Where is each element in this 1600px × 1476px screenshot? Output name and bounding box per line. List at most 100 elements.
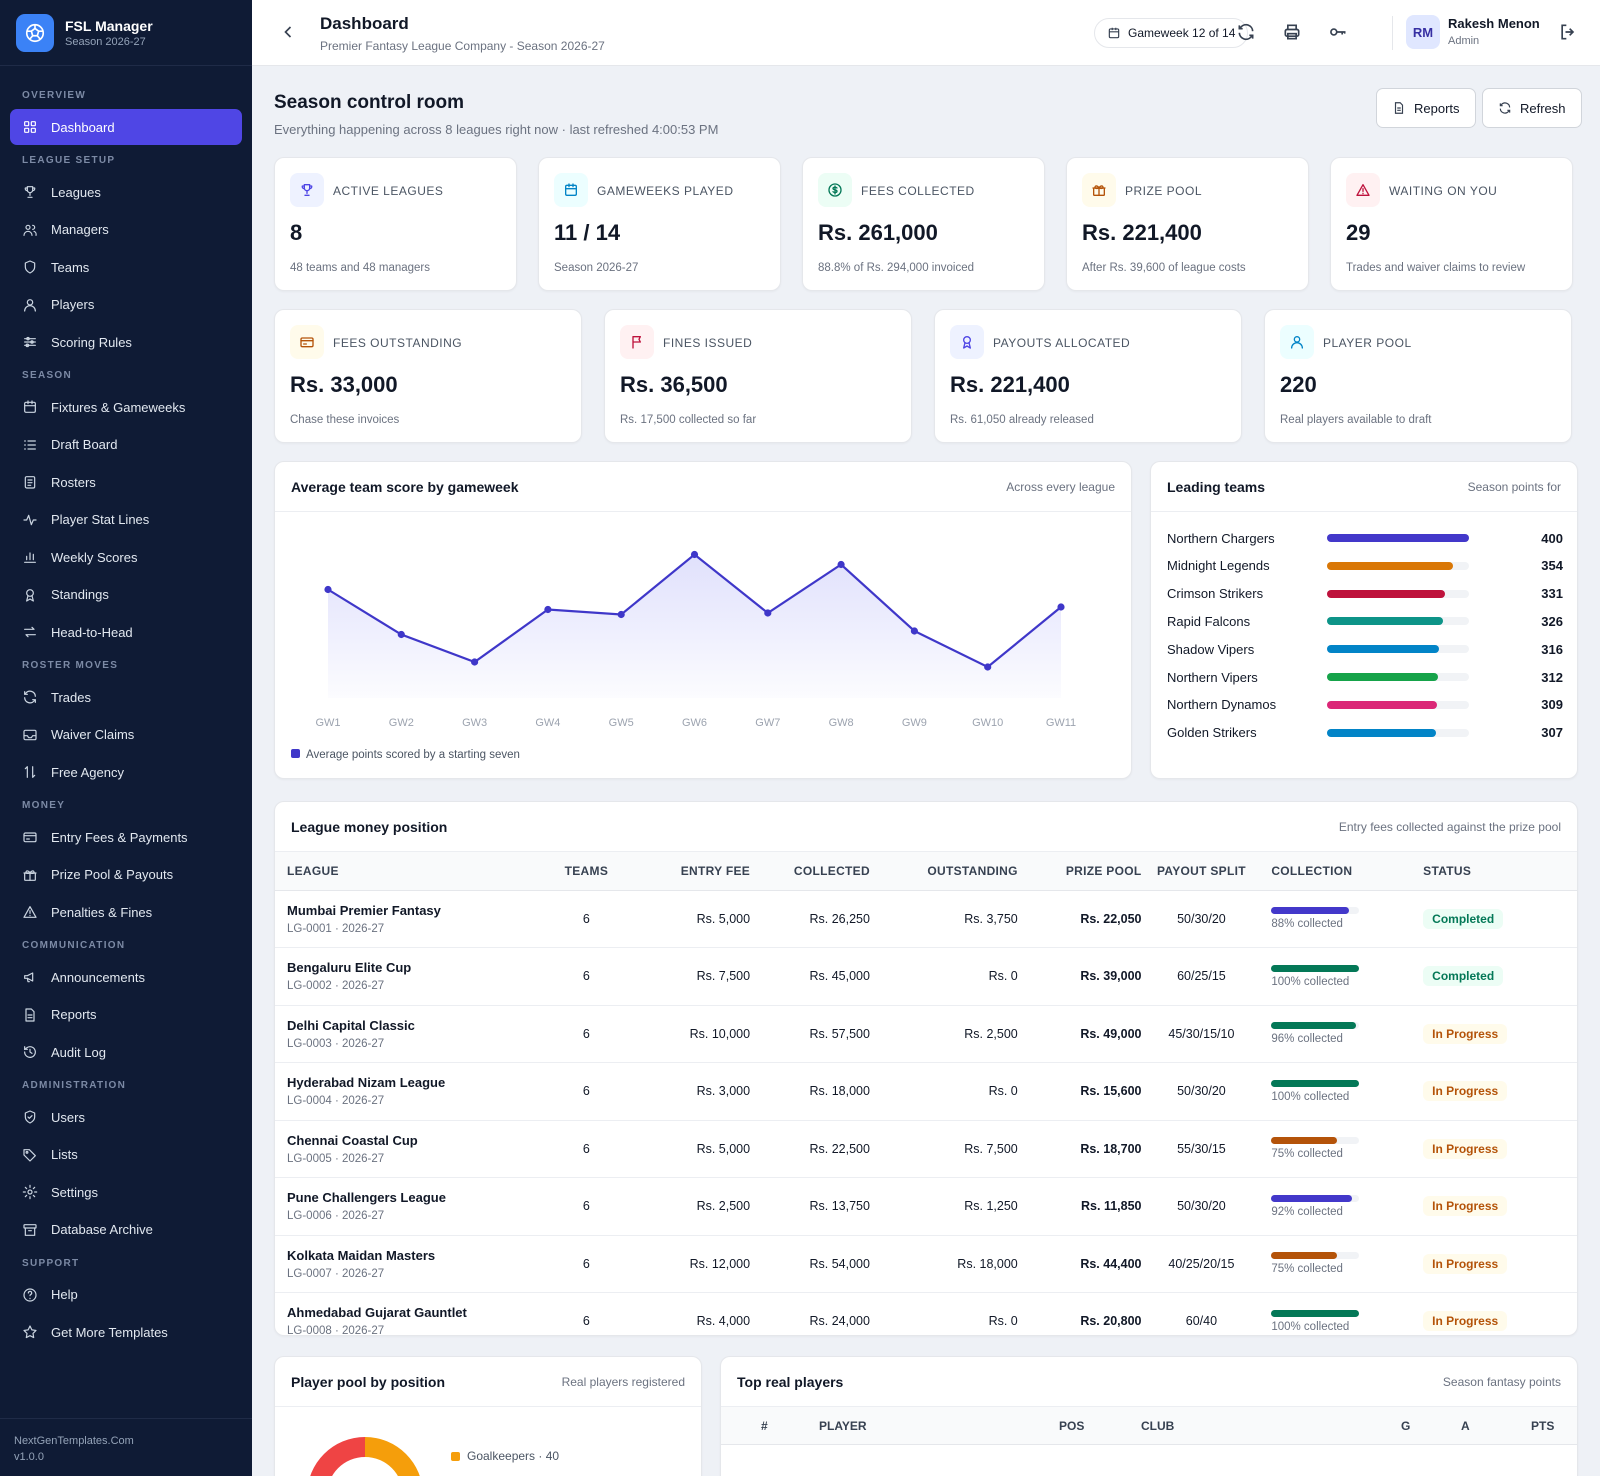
kpi-card-fees-collected[interactable]: FEES COLLECTED Rs. 261,000 88.8% of Rs. 29… <box>802 157 1045 291</box>
refresh-button[interactable]: Refresh <box>1482 88 1582 128</box>
leading-team-row[interactable]: Midnight Legends 354 <box>1167 556 1563 576</box>
sidebar-item-database-archive[interactable]: Database Archive <box>10 1212 242 1248</box>
chart-point[interactable] <box>910 627 919 635</box>
money-col-header[interactable]: TEAMS <box>546 852 627 891</box>
league-name[interactable]: Mumbai Premier Fantasy <box>287 902 441 918</box>
chart-point[interactable] <box>324 585 332 594</box>
money-col-header[interactable]: COLLECTED <box>750 852 870 891</box>
key-icon[interactable] <box>1328 22 1348 42</box>
brand[interactable]: FSL Manager Season 2026-27 <box>0 0 252 66</box>
league-name[interactable]: Ahmedabad Gujarat Gauntlet <box>287 1305 467 1321</box>
sidebar-item-weekly-scores[interactable]: Weekly Scores <box>10 539 242 575</box>
table-row[interactable]: Bengaluru Elite Cup LG-0002 · 2026-27 6 Rs.… <box>275 947 1577 1006</box>
kpi-card-fees-outstanding[interactable]: FEES OUTSTANDING Rs. 33,000 Chase these in… <box>274 309 582 443</box>
chart-point[interactable] <box>471 658 479 666</box>
league-name[interactable]: Bengaluru Elite Cup <box>287 960 412 976</box>
table-row[interactable]: Delhi Capital Classic LG-0003 · 2026-27 6 R… <box>275 1005 1577 1063</box>
sidebar-item-leagues[interactable]: Leagues <box>10 174 242 210</box>
leading-team-row[interactable]: Golden Strikers 307 <box>1167 723 1563 743</box>
leading-team-row[interactable]: Shadow Vipers 316 <box>1167 639 1563 659</box>
top-players-col-header[interactable]: PLAYER <box>819 1419 867 1433</box>
footer-site[interactable]: NextGenTemplates.Com <box>14 1435 134 1447</box>
table-row[interactable]: Chennai Coastal Cup LG-0005 · 2026-27 6 Rs.… <box>275 1120 1577 1178</box>
leading-team-row[interactable]: Northern Vipers 312 <box>1167 667 1563 687</box>
sidebar-item-fixtures-gameweeks[interactable]: Fixtures & Gameweeks <box>10 389 242 425</box>
sidebar-item-rosters[interactable]: Rosters <box>10 464 242 500</box>
kpi-card-waiting-on-you[interactable]: WAITING ON YOU 29 Trades and waiver claims… <box>1330 157 1573 291</box>
sidebar-item-entry-fees-payments[interactable]: Entry Fees & Payments <box>10 819 242 855</box>
top-players-col-header[interactable]: A <box>1461 1419 1470 1433</box>
kpi-card-fines-issued[interactable]: FINES ISSUED Rs. 36,500 Rs. 17,500 collect… <box>604 309 912 443</box>
sidebar-item-audit-log[interactable]: Audit Log <box>10 1034 242 1070</box>
money-col-header[interactable]: ENTRY FEE <box>626 852 751 891</box>
money-col-header[interactable]: PAYOUT SPLIT <box>1141 852 1262 891</box>
money-col-header[interactable]: PRIZE POOL <box>1017 852 1142 891</box>
sidebar-item-free-agency[interactable]: Free Agency <box>10 754 242 790</box>
sidebar-item-players[interactable]: Players <box>10 287 242 323</box>
chart-point[interactable] <box>690 550 699 559</box>
kpi-card-gameweeks-played[interactable]: GAMEWEEKS PLAYED 11 / 14 Season 2026-27 <box>538 157 781 291</box>
top-players-col-header[interactable]: POS <box>1059 1419 1085 1433</box>
kpi-card-payouts-allocated[interactable]: PAYOUTS ALLOCATED Rs. 221,400 Rs. 61,050 a… <box>934 309 1242 443</box>
top-players-col-header[interactable]: G <box>1401 1419 1411 1433</box>
chart-point[interactable] <box>397 630 405 639</box>
sidebar-item-settings[interactable]: Settings <box>10 1174 242 1210</box>
money-col-header[interactable]: OUTSTANDING <box>869 852 1018 891</box>
leading-team-row[interactable]: Crimson Strikers 331 <box>1167 584 1563 604</box>
chart-point[interactable] <box>837 560 845 569</box>
chart-point[interactable] <box>1057 603 1065 611</box>
sidebar-item-label: Prize Pool & Payouts <box>51 867 174 882</box>
table-row[interactable]: Kolkata Maidan Masters LG-0007 · 2026-27 6… <box>275 1235 1577 1293</box>
sidebar-item-trades[interactable]: Trades <box>10 679 242 715</box>
table-row[interactable]: Hyderabad Nizam League LG-0004 · 2026-27 6… <box>275 1062 1577 1121</box>
sidebar-item-managers[interactable]: Managers <box>10 212 242 248</box>
top-players-col-header[interactable]: # <box>761 1419 768 1433</box>
league-name[interactable]: Hyderabad Nizam League <box>287 1075 446 1091</box>
leading-team-row[interactable]: Northern Chargers 400 <box>1167 528 1563 548</box>
sidebar-item-reports[interactable]: Reports <box>10 997 242 1033</box>
sidebar-item-draft-board[interactable]: Draft Board <box>10 427 242 463</box>
sidebar-item-help[interactable]: Help <box>10 1277 242 1313</box>
sidebar-item-head-to-head[interactable]: Head-to-Head <box>10 614 242 650</box>
table-row[interactable]: Pune Challengers League LG-0006 · 2026-27… <box>275 1177 1577 1236</box>
sidebar-item-player-stat-lines[interactable]: Player Stat Lines <box>10 502 242 538</box>
sidebar-item-penalties-fines[interactable]: Penalties & Fines <box>10 894 242 930</box>
sidebar-item-dashboard[interactable]: Dashboard <box>10 109 242 145</box>
chart-point[interactable] <box>764 609 772 617</box>
table-row[interactable]: Mumbai Premier Fantasy LG-0001 · 2026-27 6… <box>275 890 1577 948</box>
league-name[interactable]: Kolkata Maidan Masters <box>287 1247 436 1263</box>
leading-team-row[interactable]: Rapid Falcons 326 <box>1167 611 1563 631</box>
sidebar-item-prize-pool-payouts[interactable]: Prize Pool & Payouts <box>10 857 242 893</box>
chart-point[interactable] <box>617 610 625 619</box>
sidebar-item-teams[interactable]: Teams <box>10 249 242 285</box>
sidebar-item-get-more-templates[interactable]: Get More Templates <box>10 1314 242 1350</box>
league-name[interactable]: Pune Challengers League <box>287 1190 446 1206</box>
leading-team-row[interactable]: Northern Dynamos 309 <box>1167 695 1563 715</box>
sidebar-item-standings[interactable]: Standings <box>10 577 242 613</box>
chart-point[interactable] <box>544 605 552 614</box>
avatar[interactable]: RM <box>1406 15 1440 49</box>
sync-icon[interactable] <box>1236 22 1256 42</box>
sidebar-item-scoring-rules[interactable]: Scoring Rules <box>10 324 242 360</box>
gameweek-pill[interactable]: Gameweek 12 of 14 <box>1094 18 1249 48</box>
reports-button[interactable]: Reports <box>1376 88 1476 128</box>
sidebar-item-announcements[interactable]: Announcements <box>10 959 242 995</box>
logout-icon[interactable] <box>1558 22 1578 42</box>
money-col-header[interactable]: LEAGUE <box>275 852 547 891</box>
sidebar-item-waiver-claims[interactable]: Waiver Claims <box>10 717 242 753</box>
top-players-col-header[interactable]: CLUB <box>1141 1419 1175 1433</box>
top-players-col-header[interactable]: PTS <box>1531 1419 1555 1433</box>
sidebar-item-users[interactable]: Users <box>10 1099 242 1135</box>
table-row[interactable]: Ahmedabad Gujarat Gauntlet LG-0008 · 2026… <box>275 1292 1577 1335</box>
kpi-card-prize-pool[interactable]: PRIZE POOL Rs. 221,400 After Rs. 39,600 of… <box>1066 157 1309 291</box>
kpi-card-player-pool[interactable]: PLAYER POOL 220 Real players available to … <box>1264 309 1572 443</box>
kpi-card-active-leagues[interactable]: ACTIVE LEAGUES 8 48 teams and 48 managers <box>274 157 517 291</box>
money-col-header[interactable]: STATUS <box>1413 852 1577 891</box>
back-chevron-icon[interactable] <box>278 22 298 42</box>
sidebar-item-lists[interactable]: Lists <box>10 1137 242 1173</box>
chart-point[interactable] <box>984 663 992 671</box>
league-name[interactable]: Delhi Capital Classic <box>287 1017 415 1033</box>
money-col-header[interactable]: COLLECTION <box>1261 852 1414 891</box>
league-name[interactable]: Chennai Coastal Cup <box>287 1132 418 1148</box>
print-icon[interactable] <box>1282 22 1302 42</box>
